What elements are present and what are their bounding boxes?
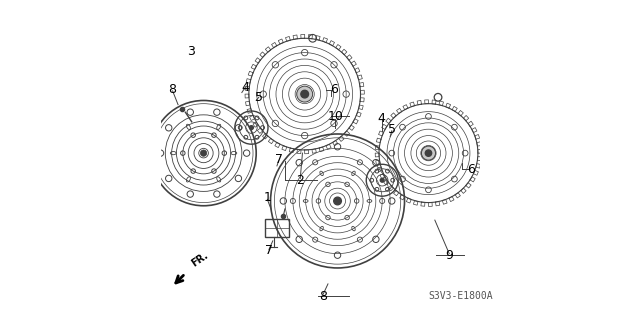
Circle shape bbox=[301, 90, 308, 98]
Text: 4: 4 bbox=[241, 81, 249, 94]
Text: 7: 7 bbox=[275, 153, 282, 166]
Text: 9: 9 bbox=[445, 249, 453, 262]
Text: 8: 8 bbox=[319, 290, 327, 302]
Text: FR.: FR. bbox=[189, 250, 210, 269]
Circle shape bbox=[333, 197, 341, 205]
Text: S3V3-E1800A: S3V3-E1800A bbox=[428, 291, 493, 301]
Circle shape bbox=[422, 146, 435, 160]
Text: 5: 5 bbox=[388, 123, 396, 136]
Text: 10: 10 bbox=[328, 110, 343, 123]
Text: 5: 5 bbox=[255, 91, 263, 104]
Circle shape bbox=[200, 150, 207, 156]
Circle shape bbox=[425, 150, 431, 156]
Circle shape bbox=[250, 126, 253, 130]
Text: 7: 7 bbox=[265, 244, 273, 257]
Text: 1: 1 bbox=[264, 191, 271, 204]
Circle shape bbox=[297, 86, 313, 102]
Text: 3: 3 bbox=[187, 45, 195, 57]
Text: 4: 4 bbox=[378, 112, 385, 124]
Text: 8: 8 bbox=[168, 83, 177, 96]
Text: 2: 2 bbox=[296, 174, 304, 187]
Text: 6: 6 bbox=[468, 163, 476, 175]
Circle shape bbox=[380, 178, 384, 182]
Text: 6: 6 bbox=[330, 84, 339, 96]
